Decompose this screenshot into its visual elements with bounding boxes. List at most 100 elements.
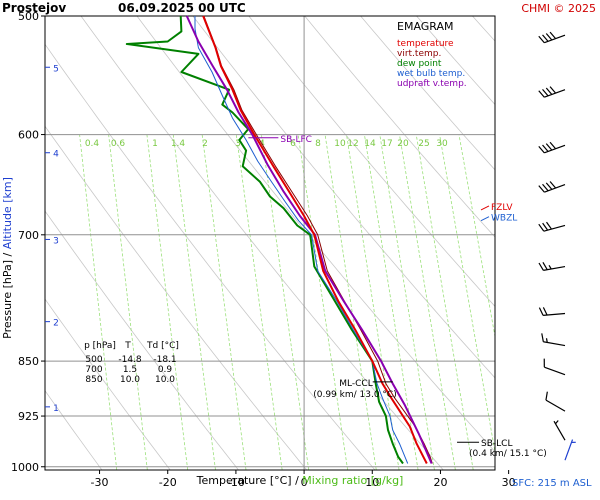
mixing-ratio-line [439,134,495,455]
temperature-tick-label: -10 [227,476,245,489]
wind-barb-flag [545,391,548,401]
temperature-tick-label: -30 [91,476,109,489]
y-axis-label: Pressure [hPa] / Altitude [km] [1,177,14,339]
mixing-ratio-line [297,134,349,470]
x-axis-label-temperature: Temperature [°C] [196,474,292,487]
pressure-tick-label: 850 [18,355,39,368]
wind-barb-shaft [564,439,574,461]
x-axis-label-mixing: Mixing ratio [g/kg] [302,474,403,487]
legend-item: wet bulb temp. [397,69,465,79]
series-layer [125,15,433,465]
legend-item: dew point [397,59,442,69]
ml-ccl-label: ML-CCL [339,379,372,389]
series-dew-point-line [125,15,404,465]
wind-barb [538,86,566,98]
wind-barb-flag [538,35,545,44]
sb-lcl-sub-label: (0.4 km/ 15.1 °C) [469,449,547,459]
wind-barb-half-flag [555,420,559,425]
wind-barb-flag [542,183,549,192]
wind-barb-flag [542,262,548,270]
dry-adiabat-line [360,16,495,171]
wind-barb [538,307,566,316]
wind-barb-flag [538,145,545,154]
legend-item: temperature [397,39,454,49]
table-cell: 1.5 [123,365,137,375]
dry-adiabats [45,10,600,471]
table-header: T [124,341,131,351]
grid-layer: 0.4 0.6 1 1.4 2 3 4 6 8 10 12 14 17 20 25 3050060070085… [1,10,600,489]
dry-adiabat-line [45,210,239,470]
fzlv-marker [480,205,490,211]
wind-barb-shaft [545,399,566,412]
mixing-ratio-line [399,134,456,470]
table-cell: 0.9 [158,365,173,375]
altitude-tick-label: 4 [53,150,59,160]
mixing-ratio-label: 6 [290,139,296,149]
wind-barb-flag [545,182,553,190]
wind-barb [545,391,566,412]
wbzl-label: WBZL [491,214,517,224]
temperature-tick-label: -20 [159,476,177,489]
wind-barb-flag [542,144,549,152]
annotation-layer: SB-LFC ML-CCL(0.99 km/ 13.0 °C) SB-LCL(0.4… [248,135,547,459]
y-axis-label-pressure: Pressure [hPa] [1,260,14,339]
mixing-ratio-label: 25 [418,139,429,149]
wind-barb [538,181,566,193]
wind-barb-flag [545,143,553,151]
dry-adiabat-line [578,10,600,471]
table-cell: 10.0 [155,375,175,385]
dry-adiabat-line [522,10,600,471]
mixing-ratio-line [201,134,247,470]
mixing-ratio-line [108,134,148,470]
wind-barb-flag [542,222,549,231]
wind-barb-flag [549,181,557,189]
wind-barb-shaft [544,34,566,44]
mixing-ratio-label: 12 [347,139,358,149]
mixing-ratio-label: 17 [381,139,392,149]
series-wet-bulb-temp-line [194,16,409,464]
table-cell: 10.0 [120,375,140,385]
text-layer: Prostejov 06.09.2025 00 UTC CHMI © 2025 … [2,1,596,489]
wind-barb [564,439,576,461]
mixing-ratio-line [379,134,435,470]
dry-adiabat-line [45,298,171,470]
altitude-tick-label: 5 [53,64,59,74]
chart-title: EMAGRAM [397,20,454,33]
mixing-ratio-line [172,134,216,470]
wind-barb-flag [549,86,557,94]
mixing-ratio-line [79,134,118,470]
dry-adiabat-line [471,16,495,42]
temperature-tick-label: 10 [365,476,379,489]
series-temperature-line [202,15,428,464]
wind-barb [538,31,566,44]
altitude-tick-label: 2 [53,319,59,329]
wind-barb-flag [542,307,548,316]
wind-barb-flag [546,221,552,230]
mixing-ratio-label: 8 [315,139,321,149]
pressure-tick-label: 700 [18,229,39,242]
wind-barb-flag [542,34,549,42]
series-udpraft-v-temp-line [185,15,433,464]
sounding-table: p [hPa] T Td [°C] 500 -14.8 -18.1 700 1.5 0.9 850… [84,341,179,385]
station-label: Prostejov [2,1,66,15]
mixing-ratio-label: 0.6 [111,139,126,149]
x-axis-label-separator: / [292,474,303,487]
wind-barb-shaft [544,366,566,376]
dry-adiabat-line [248,16,495,308]
mixing-ratio-label: 1 [152,139,158,149]
wind-barb-half-flag [545,338,548,343]
sb-lfc-label: SB-LFC [280,135,312,145]
mixing-ratio-line [146,134,189,470]
mixing-ratio-label: 1.4 [171,139,186,149]
wind-barb-flag [538,307,544,316]
wind-barb-half-flag [548,264,552,270]
table-cell: 700 [85,365,102,375]
temperature-tick-label: 0 [301,476,308,489]
mixing-ratio-label: 3 [235,139,241,149]
wind-barb [538,262,566,271]
fzlv-label: FZLV [491,203,513,213]
pressure-tick-label: 925 [18,410,39,423]
dry-adiabat-line [45,390,103,470]
dry-adiabat-line [45,43,376,470]
